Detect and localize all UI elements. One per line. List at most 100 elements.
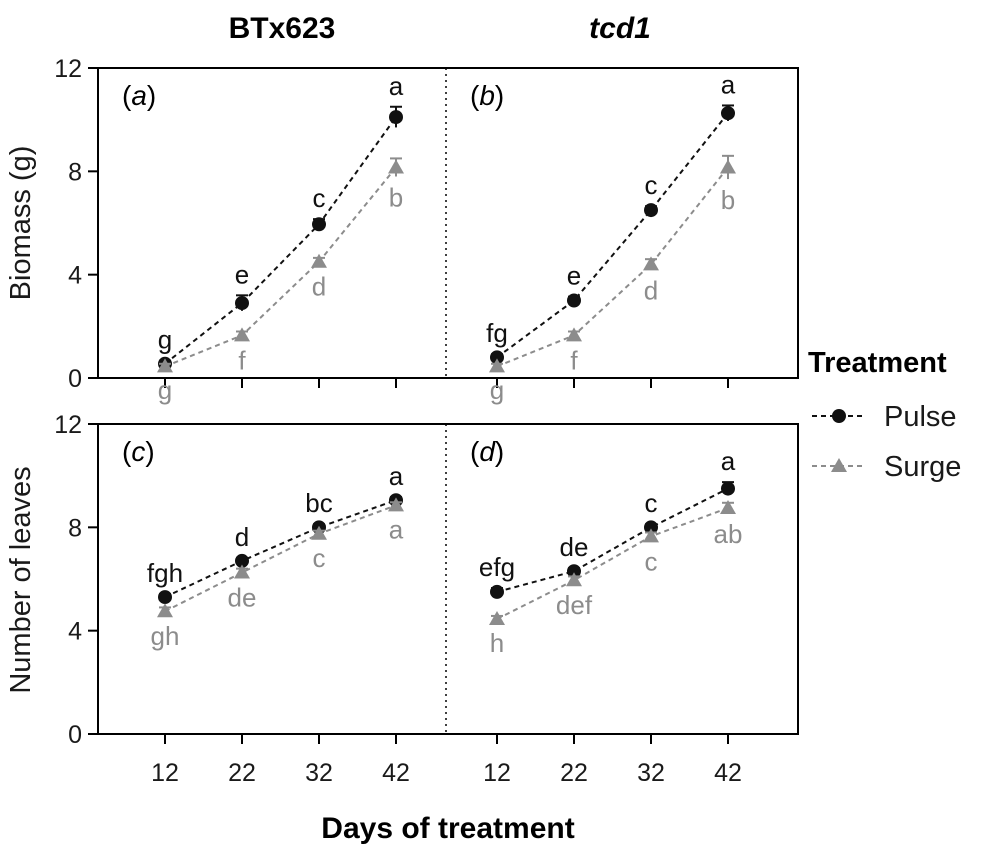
x-axis-title: Days of treatment xyxy=(321,812,574,845)
y-tick-label: 0 xyxy=(68,721,82,749)
legend-label-pulse: Pulse xyxy=(884,401,957,433)
panel-c: 0 4 8 12 (c) 12 22 32 42 fgh d bc a gh de c a xyxy=(54,411,799,787)
y-tick-label: 4 xyxy=(68,262,82,290)
significance-letter: d xyxy=(644,276,658,306)
data-point-surge xyxy=(566,572,582,587)
data-point-surge xyxy=(388,159,404,174)
significance-letter: e xyxy=(235,259,249,289)
significance-letter: de xyxy=(228,582,257,612)
significance-letter: c xyxy=(645,488,658,518)
data-point-surge xyxy=(643,528,659,543)
x-tick-label: 42 xyxy=(382,759,410,787)
data-point-surge xyxy=(489,611,505,626)
data-point-pulse xyxy=(644,203,658,218)
y-axis-title-bottom: Number of leaves xyxy=(5,466,37,693)
significance-letter: c xyxy=(645,546,658,576)
y-axis-title-top: Biomass (g) xyxy=(5,146,37,301)
significance-letter: b xyxy=(721,185,735,215)
x-tick-label: 42 xyxy=(714,759,742,787)
data-point-pulse xyxy=(721,106,735,121)
panel-frame xyxy=(97,67,799,379)
x-tick-label: 12 xyxy=(151,759,179,787)
significance-letter: fg xyxy=(486,318,508,348)
panel-b: (b) fg e c a g f d b xyxy=(470,69,736,405)
significance-letter: def xyxy=(556,590,593,620)
x-tick-label: 32 xyxy=(305,759,333,787)
panel-a: 0 4 8 12 (a) g e c a g f d b xyxy=(54,55,799,405)
significance-letter: d xyxy=(312,272,326,302)
y-tick-label: 12 xyxy=(54,55,82,83)
significance-letter: e xyxy=(567,261,581,291)
series-line-surge xyxy=(496,166,729,368)
significance-letter: g xyxy=(158,325,172,355)
y-tick-label: 0 xyxy=(68,365,82,393)
data-point-pulse xyxy=(567,564,581,579)
data-point-surge xyxy=(234,327,250,342)
series-line-pulse xyxy=(496,487,729,593)
column-title-right: tcd1 xyxy=(589,12,651,45)
data-point-pulse xyxy=(312,217,326,232)
data-point-pulse xyxy=(490,350,504,365)
significance-letter: c xyxy=(645,170,658,200)
series-line-surge xyxy=(164,166,397,368)
data-point-surge xyxy=(388,497,404,512)
data-point-surge xyxy=(489,358,505,373)
data-point-surge xyxy=(311,253,327,268)
data-point-surge xyxy=(720,499,736,514)
data-point-pulse xyxy=(158,590,172,605)
legend-label-surge: Surge xyxy=(884,451,961,483)
data-point-surge xyxy=(311,525,327,540)
significance-letter: a xyxy=(389,461,404,491)
panel-d: (d) 12 22 32 42 efg de c a h def c ab xyxy=(470,436,742,787)
significance-letter: a xyxy=(721,69,736,99)
data-point-pulse xyxy=(389,110,403,125)
significance-letter: c xyxy=(313,543,326,573)
data-point-surge xyxy=(566,327,582,342)
significance-letter: de xyxy=(560,532,589,562)
legend-entry-surge: Surge xyxy=(812,451,961,483)
significance-letter: g xyxy=(158,375,172,405)
significance-letter: a xyxy=(389,71,404,101)
significance-letter: b xyxy=(389,183,403,213)
panel-label: (b) xyxy=(470,80,504,111)
x-tick-label: 12 xyxy=(483,759,511,787)
x-tick-label: 22 xyxy=(228,759,256,787)
significance-letter: f xyxy=(570,345,578,375)
significance-letter: ab xyxy=(714,519,743,549)
significance-letter: h xyxy=(490,628,504,658)
series-line-pulse xyxy=(164,499,397,598)
data-point-surge xyxy=(643,256,659,271)
data-point-pulse xyxy=(567,293,581,308)
series-line-surge xyxy=(164,504,397,613)
data-point-pulse xyxy=(490,584,504,599)
significance-letter: d xyxy=(235,522,249,552)
data-point-pulse xyxy=(235,296,249,311)
significance-letter: efg xyxy=(479,552,515,582)
x-tick-label: 32 xyxy=(637,759,665,787)
data-point-surge xyxy=(720,159,736,174)
significance-letter: fgh xyxy=(147,558,183,588)
legend-marker-surge xyxy=(831,458,847,472)
data-point-surge xyxy=(234,564,250,579)
panel-label: (d) xyxy=(470,436,504,467)
data-point-surge xyxy=(157,358,173,373)
data-point-pulse xyxy=(235,553,249,568)
y-tick-label: 4 xyxy=(68,618,82,646)
legend-title: Treatment xyxy=(808,347,947,379)
significance-letter: a xyxy=(721,446,736,476)
legend-marker-pulse xyxy=(832,409,846,423)
series-line-pulse xyxy=(496,112,729,359)
significance-letter: bc xyxy=(305,488,332,518)
y-tick-label: 8 xyxy=(68,514,82,542)
significance-letter: f xyxy=(238,345,246,375)
data-point-pulse xyxy=(721,481,735,496)
plot-area: 0 4 8 12 (a) g e c a g f d b (b) fg e c a g f d b 0 4 8 12 (c) 12 22… xyxy=(54,55,799,787)
panel-label: (a) xyxy=(122,80,156,111)
legend: Treatment Pulse Surge xyxy=(808,347,961,483)
data-point-pulse xyxy=(644,520,658,535)
series-line-pulse xyxy=(164,116,397,365)
column-title-left: BTx623 xyxy=(229,12,336,45)
significance-letter: g xyxy=(490,375,504,405)
series-line-surge xyxy=(496,507,729,620)
